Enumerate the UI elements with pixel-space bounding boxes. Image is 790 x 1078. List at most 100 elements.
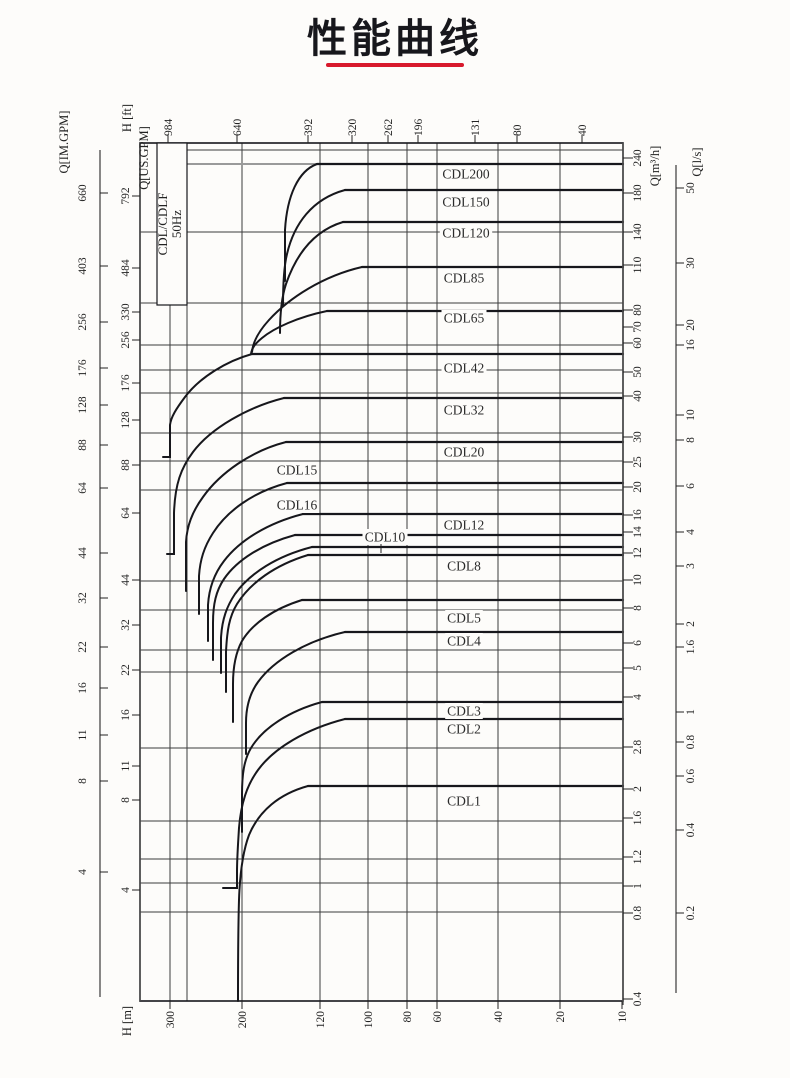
model-label-bg-CDL200	[439, 166, 493, 182]
tick-label-q-im-gpm: 64	[77, 482, 89, 494]
tick-label-q-m3h: 8	[632, 605, 644, 611]
tick-label-q-m3h: 30	[632, 431, 644, 443]
title-underline-decoration	[326, 63, 464, 67]
frequency-box	[156, 142, 188, 306]
tick-label-q-ls: 0.4	[685, 823, 697, 838]
pump-curve-tail-CDL200	[284, 163, 318, 282]
tick-label-q-ls: 1.6	[685, 640, 697, 655]
tick-label-h-ft: 80	[512, 124, 524, 136]
tick-label-q-ls: 8	[685, 437, 697, 443]
tick-label-q-ls: 0.6	[685, 769, 697, 784]
tick-label-q-ls: 0.8	[685, 735, 697, 750]
page-title: 性能曲线	[307, 17, 483, 61]
tick-label-h-ft: 320	[347, 119, 359, 137]
tick-label-q-ls: 20	[685, 319, 697, 331]
model-label-CDL2: CDL2	[447, 722, 481, 737]
model-label-bg-CDL32	[441, 402, 487, 418]
tick-label-q-im-gpm: 44	[77, 547, 89, 559]
tick-label-q-m3h: 50	[632, 366, 644, 378]
tick-label-q-m3h: 180	[632, 184, 644, 202]
tick-label-q-m3h: 10	[632, 574, 644, 586]
tick-label-q-m3h: 2.8	[632, 740, 644, 755]
model-label-bg-CDL3	[445, 703, 483, 719]
tick-label-q-im-gpm: 22	[77, 641, 89, 653]
tick-label-q-m3h: 80	[632, 304, 644, 316]
model-label-bg-CDL20	[441, 444, 487, 460]
tick-label-q-im-gpm: 403	[77, 257, 89, 275]
tick-label-q-ls: 3	[685, 563, 697, 569]
tick-label-q-im-gpm: 8	[77, 778, 89, 784]
model-label-bg-CDL15	[274, 462, 320, 478]
model-label-bg-CDL120	[439, 225, 493, 241]
tick-label-q-im-gpm: 660	[77, 184, 89, 202]
tick-label-q-im-gpm: 32	[77, 592, 89, 604]
tick-label-q-us-gpm: 88	[120, 459, 132, 471]
tick-label-q-us-gpm: 128	[120, 411, 132, 429]
tick-label-q-m3h: 1	[632, 883, 644, 889]
model-label-CDL42: CDL42	[444, 361, 485, 376]
tick-label-h-m: 300	[165, 1011, 177, 1029]
model-label-CDL4: CDL4	[447, 634, 481, 649]
pump-curve-tail-CDL65	[250, 310, 328, 355]
tick-label-h-m: 100	[363, 1011, 375, 1029]
model-label-bg-CDL5	[445, 610, 483, 626]
model-label-CDL20: CDL20	[444, 445, 485, 460]
model-label-CDL10: CDL10	[365, 530, 406, 545]
frequency-box-series-label: CDL/CDLF	[155, 193, 170, 256]
model-label-CDL8: CDL8	[447, 559, 481, 574]
tick-label-q-us-gpm: 16	[120, 709, 132, 721]
tick-label-h-ft: 984	[163, 119, 175, 137]
tick-label-q-im-gpm: 11	[77, 729, 89, 740]
tick-label-q-im-gpm: 16	[77, 682, 89, 694]
axis-title-q-m3h: Q[m³/h]	[648, 146, 662, 187]
tick-label-q-us-gpm: 44	[120, 574, 132, 586]
pump-curve-tail-CDL120	[279, 221, 344, 334]
tick-label-h-ft: 262	[383, 119, 395, 137]
pump-curve-tail-CDL5	[232, 599, 303, 723]
tick-label-q-im-gpm: 128	[77, 396, 89, 414]
tick-label-q-m3h: 40	[632, 390, 644, 402]
model-label-CDL16: CDL16	[277, 498, 318, 513]
tick-label-h-ft: 40	[577, 124, 589, 136]
tick-label-q-ls: 50	[685, 182, 697, 194]
tick-label-q-m3h: 12	[632, 547, 644, 559]
pump-curve-tail-CDL8	[225, 554, 309, 693]
tick-label-h-m: 120	[315, 1011, 327, 1029]
model-label-bg-CDL2	[445, 721, 483, 737]
frequency-box-hz-label: 50Hz	[169, 210, 184, 238]
pump-curve-tail-CDL12	[212, 534, 296, 661]
pump-curve-tail-CDL1	[237, 785, 309, 1002]
tick-label-q-im-gpm: 88	[77, 439, 89, 451]
model-label-bg-CDL4	[445, 633, 483, 649]
pump-curve-tail-CDL32	[166, 397, 285, 555]
axis-title-h-m: H [m]	[120, 1006, 134, 1036]
tick-label-q-m3h: 60	[632, 337, 644, 349]
tick-label-h-ft: 640	[232, 119, 244, 137]
tick-label-q-m3h: 70	[632, 321, 644, 333]
pump-curve-tail-CDL4	[245, 631, 346, 755]
tick-label-q-m3h: 110	[632, 256, 644, 273]
tick-label-q-im-gpm: 4	[77, 869, 89, 875]
tick-label-q-ls: 4	[685, 529, 697, 535]
model-label-CDL120: CDL120	[442, 226, 490, 241]
model-label-bg-CDL12	[441, 517, 487, 533]
tick-label-q-ls: 1	[685, 709, 697, 715]
tick-label-h-m: 40	[493, 1011, 505, 1023]
tick-label-h-ft: 196	[413, 119, 425, 137]
tick-label-q-us-gpm: 256	[120, 331, 132, 349]
tick-label-q-m3h: 5	[632, 665, 644, 671]
tick-label-q-im-gpm: 256	[77, 313, 89, 331]
tick-label-q-us-gpm: 22	[120, 664, 132, 676]
pump-curve-tail-CDL10	[220, 546, 313, 674]
model-label-CDL5: CDL5	[447, 611, 481, 626]
axis-title-q-us-gpm: Q[US.GPM]	[137, 126, 151, 190]
tick-label-q-m3h: 16	[632, 509, 644, 521]
tick-label-q-us-gpm: 64	[120, 507, 132, 519]
pump-curve-tail-CDL150	[282, 189, 346, 307]
tick-label-q-us-gpm: 8	[120, 797, 132, 803]
model-label-CDL3: CDL3	[447, 704, 481, 719]
model-label-bg-CDL65	[441, 310, 487, 326]
tick-label-q-ls: 6	[685, 483, 697, 489]
